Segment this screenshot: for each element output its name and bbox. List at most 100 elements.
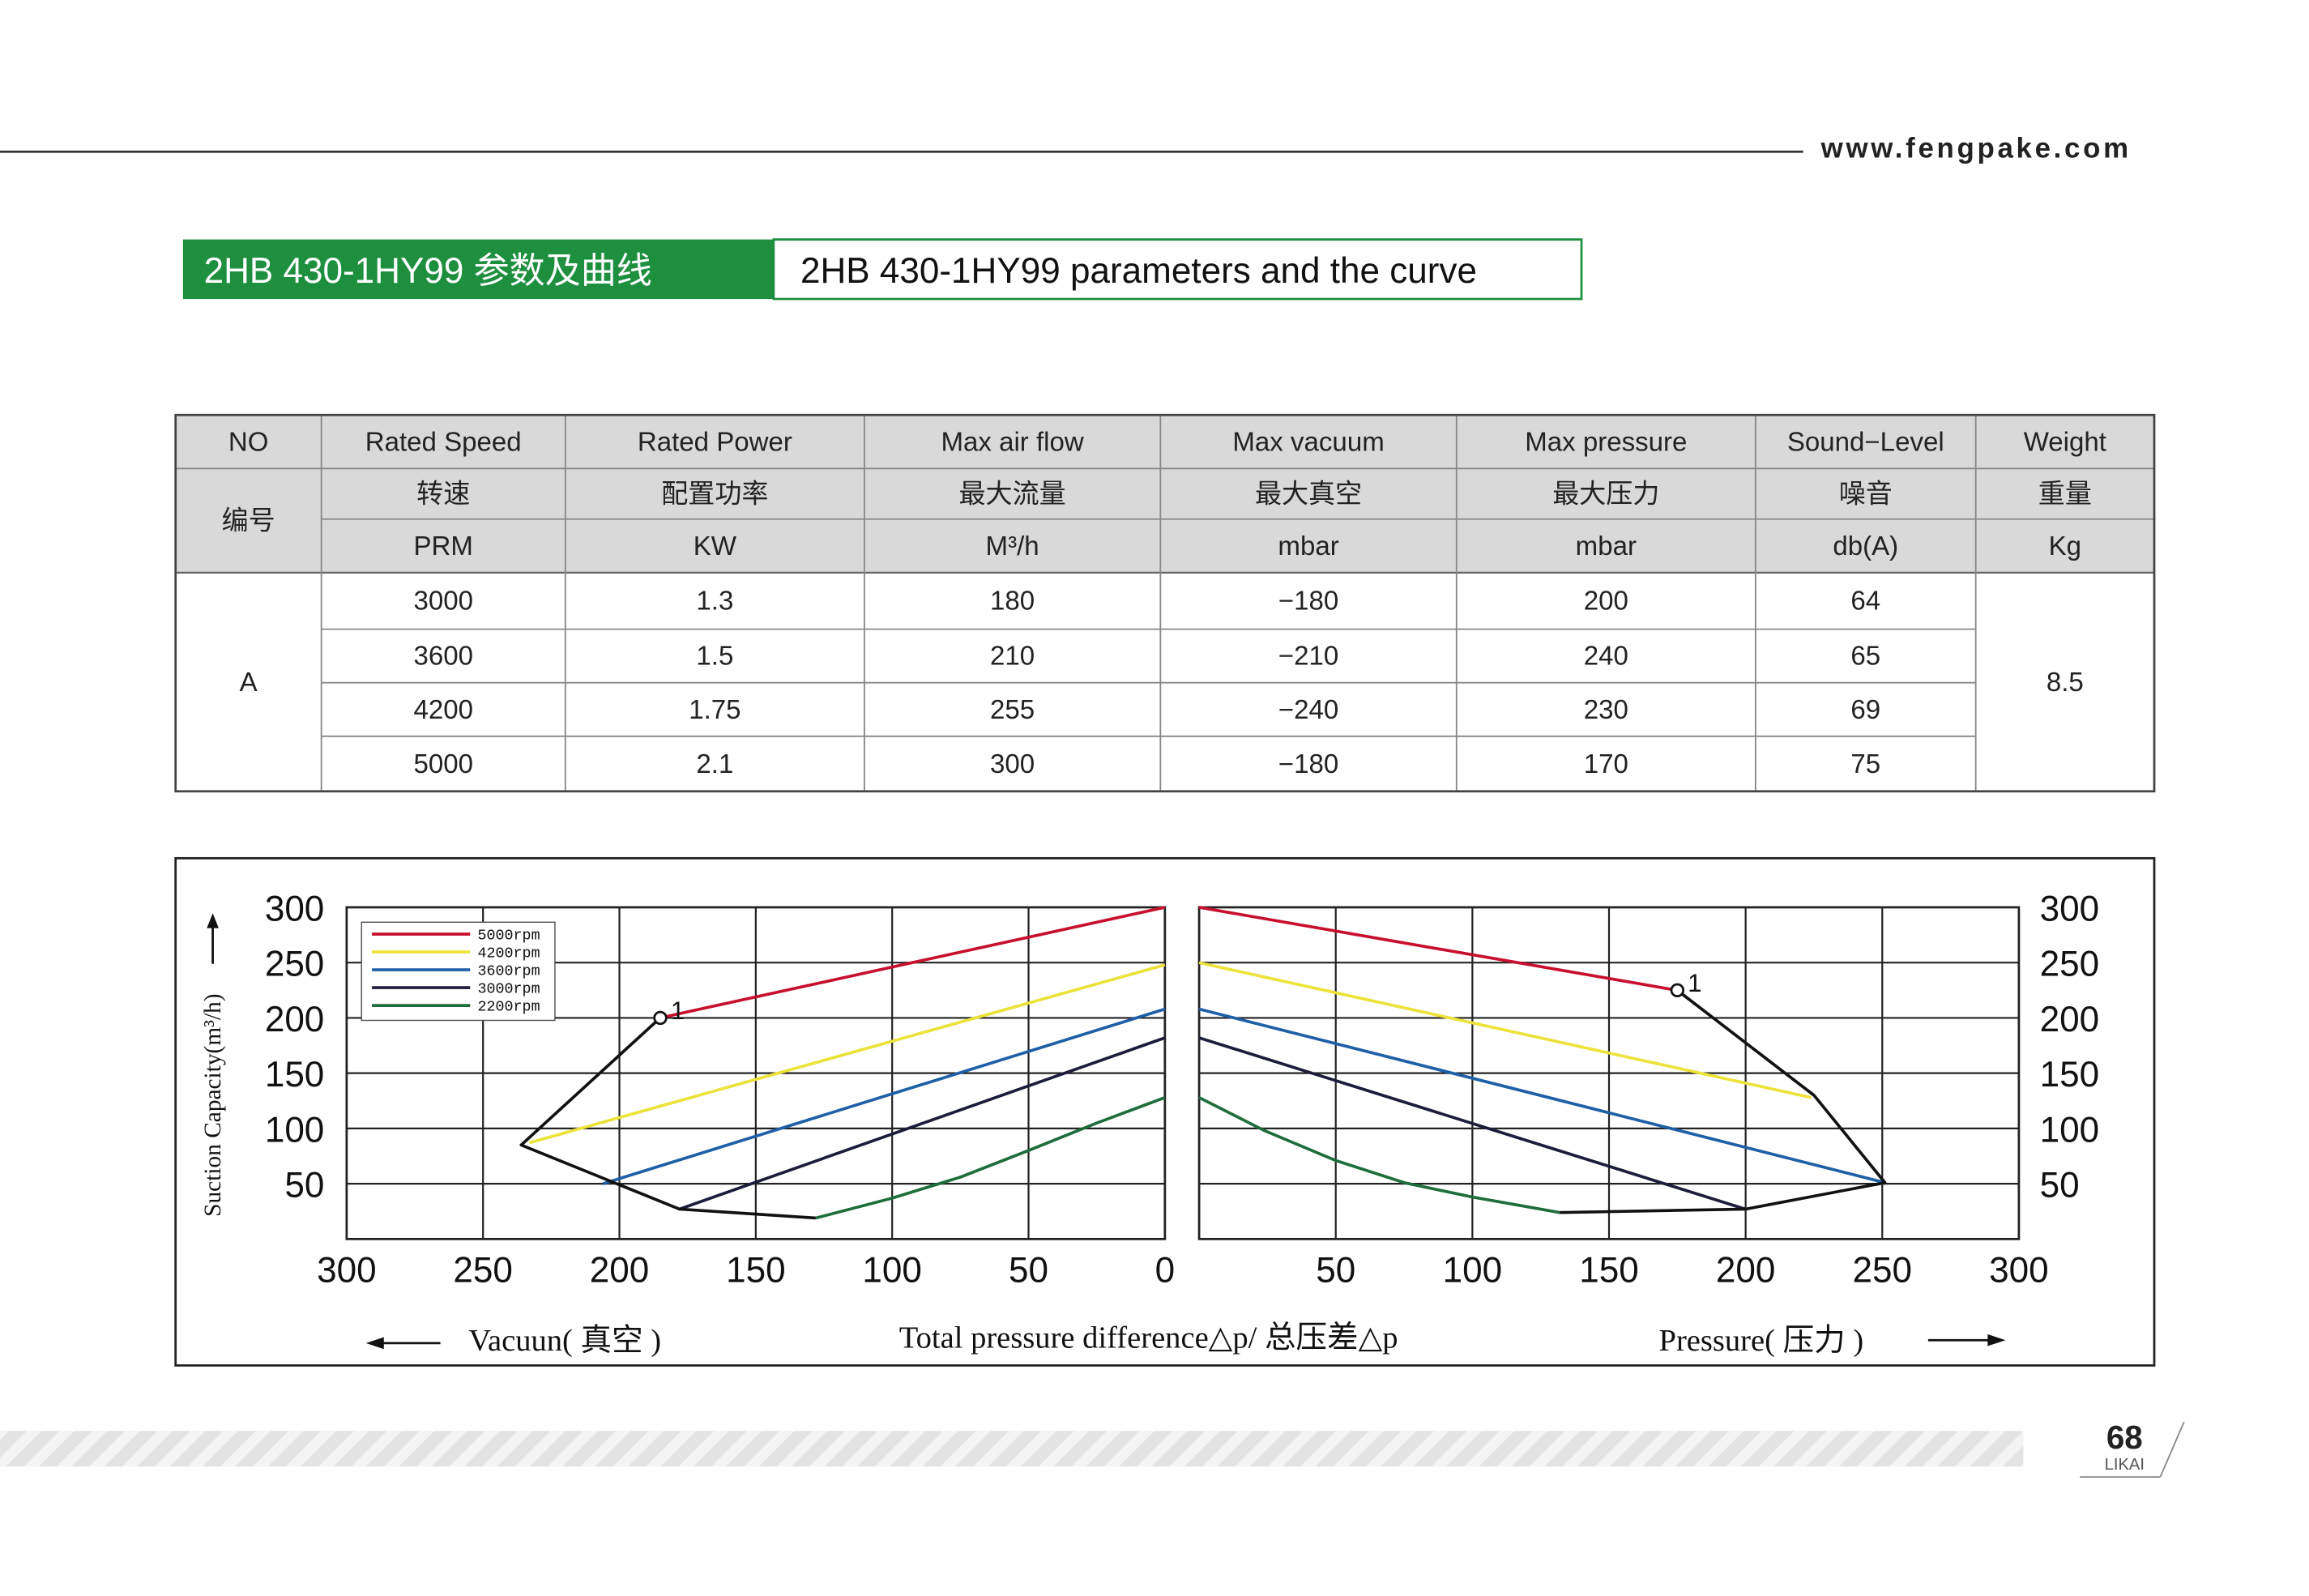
cell: 255 [990, 695, 1035, 725]
series-line [1198, 1036, 1747, 1211]
cell: 65 [1850, 642, 1880, 672]
unit: Kg [2049, 531, 2081, 561]
header-en: Rated Speed [365, 427, 522, 457]
unit: mbar [1576, 531, 1637, 561]
y-tick-label: 50 [2040, 1166, 2080, 1206]
header-en: Weight [2024, 427, 2106, 457]
y-tick-label: 250 [265, 945, 325, 984]
header-en: Sound−Level [1787, 427, 1944, 457]
header-en: Rated Power [638, 427, 792, 457]
x-tick-label: 250 [453, 1251, 513, 1291]
header-cn: 最大压力 [1552, 480, 1659, 510]
site: www.fengpake.com [1820, 133, 2132, 164]
series-line [815, 1096, 1166, 1220]
table-header-bg [175, 415, 2155, 573]
cell: −210 [1278, 642, 1338, 672]
footer-stripes [0, 1431, 2024, 1467]
annotation-point [653, 1010, 668, 1026]
x-tick-label: 250 [1853, 1251, 1913, 1291]
unit: mbar [1278, 531, 1338, 561]
series-line [519, 1017, 816, 1220]
y-tick-label: 250 [2040, 945, 2100, 984]
x-axis-title-left: Vacuun( 真空 ) [468, 1323, 661, 1358]
legend-label: 4200rpm [477, 945, 540, 962]
legend-label: 5000rpm [477, 927, 540, 944]
header-cn: 最大真空 [1255, 480, 1362, 510]
spec-table: NO Rated Speed Rated Power Max air flow Max … [174, 413, 2156, 793]
chart-frame [174, 856, 2156, 1367]
cell: 1.5 [696, 642, 733, 672]
weight: 8.5 [2047, 668, 2084, 698]
y-tick-label: 100 [2040, 1110, 2100, 1150]
cell: 210 [990, 642, 1035, 672]
header-cn: 转速 [416, 480, 470, 510]
cell: 75 [1850, 749, 1880, 779]
header-cn: 编号 [222, 506, 275, 536]
x-tick-label: 300 [1989, 1251, 2049, 1291]
legend-label: 3000rpm [477, 981, 540, 998]
model: A [240, 668, 258, 698]
cell: 2.1 [696, 749, 733, 779]
x-axis-title-right: Pressure( 压力 ) [1659, 1324, 1864, 1358]
y-tick-label: 50 [284, 1166, 324, 1206]
unit: M³/h [986, 531, 1039, 561]
cell: 3600 [413, 642, 473, 672]
cell: 300 [990, 749, 1035, 779]
y-tick-label: 100 [265, 1110, 325, 1150]
series-line [602, 1007, 1166, 1185]
legend-label: 2200rpm [477, 999, 540, 1016]
y-tick-label: 150 [265, 1055, 325, 1095]
header-en: Max vacuum [1232, 427, 1384, 457]
brand: LIKAI [2105, 1456, 2145, 1474]
title-en: 2HB 430-1HY99 parameters and the curve [800, 251, 1477, 291]
x-tick-label: 300 [317, 1251, 377, 1291]
y-tick-label: 200 [265, 1000, 325, 1039]
header-cn: 重量 [2038, 480, 2092, 510]
page-number: 68 [2106, 1419, 2143, 1456]
cell: 180 [990, 587, 1035, 617]
title-cn: 2HB 430-1HY99 参数及曲线 [204, 251, 652, 291]
footer-slash [2159, 1421, 2185, 1478]
y-tick-label: 200 [2040, 1000, 2100, 1039]
x-tick-label: 200 [1716, 1251, 1776, 1291]
unit: KW [694, 531, 737, 561]
table-border [174, 413, 2156, 793]
cell: 170 [1584, 749, 1628, 779]
x-tick-label: 100 [862, 1251, 922, 1291]
title-en-box [772, 238, 1583, 301]
series-line [659, 906, 1166, 1020]
cell: 69 [1850, 695, 1880, 725]
x-tick-label: 150 [1579, 1251, 1639, 1291]
series-line [1198, 1007, 1886, 1184]
header-cn: 噪音 [1839, 480, 1893, 510]
header-en: NO [228, 427, 269, 457]
cell: 3000 [413, 587, 473, 617]
header-cn: 配置功率 [661, 480, 768, 510]
y-tick-label: 300 [2040, 889, 2100, 928]
series-line [679, 1036, 1166, 1211]
charts: 50 100 150 200 250 300 300 250 200 150 100 50 0 1 5000… [265, 889, 2099, 1290]
cell: 64 [1850, 587, 1880, 617]
x-tick-label: 50 [1316, 1251, 1355, 1291]
x-axis-caption: Total pressure difference△p/ 总压差△p [899, 1321, 1398, 1355]
cell: 240 [1584, 642, 1628, 672]
annotation-label: 1 [671, 996, 685, 1025]
cell: 200 [1584, 587, 1628, 617]
x-tick-label: 0 [1155, 1251, 1176, 1291]
series-line [1198, 1096, 1560, 1214]
cell: −180 [1278, 749, 1338, 779]
cell: −180 [1278, 587, 1338, 617]
cell: 1.3 [696, 587, 733, 617]
x-tick-label: 150 [726, 1251, 786, 1291]
x-tick-label: 200 [590, 1251, 650, 1291]
y-axis-title: Suction Capacity(m³/h) [200, 993, 226, 1216]
unit: db(A) [1833, 531, 1898, 561]
annotation-point [1670, 983, 1685, 998]
series-line [1198, 906, 1678, 992]
y-arrowhead [207, 913, 219, 928]
title-cn-box [182, 239, 774, 300]
right-arrowhead [1987, 1334, 2006, 1346]
cell: 4200 [413, 695, 473, 725]
